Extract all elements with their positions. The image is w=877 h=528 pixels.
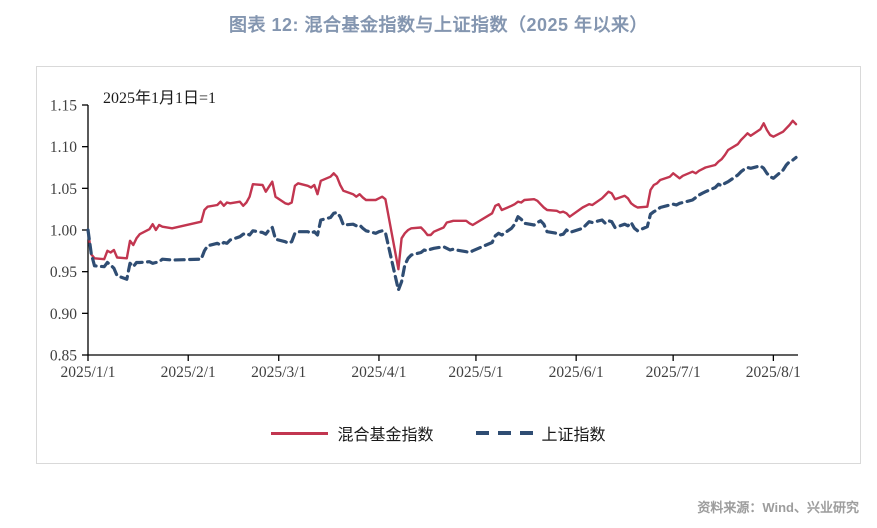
sse-composite-index-line	[86, 155, 798, 292]
y-tick-label: 0.90	[50, 306, 77, 323]
axis-note: 2025年1月1日=1	[103, 90, 217, 107]
x-tick-label: 2025/5/1	[448, 364, 503, 381]
legend: 混合基金指数 上证指数	[0, 421, 877, 445]
x-tick-label: 2025/2/1	[161, 364, 216, 381]
x-tick-label: 2025/1/1	[60, 364, 115, 381]
figure-title: 图表 12: 混合基金指数与上证指数（2025 年以来）	[228, 15, 649, 35]
y-tick-label: 1.00	[50, 223, 77, 240]
x-tick-label: 2025/4/1	[351, 364, 406, 381]
y-tick-label: 1.05	[50, 181, 77, 198]
x-tick-label: 2025/3/1	[251, 364, 306, 381]
chart-frame	[36, 66, 861, 464]
legend-label-mixed-fund: 混合基金指数	[337, 427, 434, 444]
x-tick-label: 2025/7/1	[646, 364, 701, 381]
legend-item-sse: 上证指数	[475, 421, 606, 445]
x-tick-label: 2025/6/1	[549, 364, 604, 381]
dashed-line-sample	[475, 431, 533, 435]
mixed-fund-index-line	[86, 119, 798, 271]
legend-item-mixed-fund: 混合基金指数	[271, 421, 434, 445]
y-tick-label: 1.10	[50, 139, 77, 156]
y-tick-label: 0.85	[50, 348, 77, 365]
source-note: 资料来源：Wind、兴业研究	[697, 500, 859, 515]
legend-label-sse: 上证指数	[541, 427, 606, 444]
solid-line-sample	[271, 431, 329, 435]
y-tick-label: 0.95	[50, 264, 77, 281]
x-tick-label: 2025/8/1	[746, 364, 801, 381]
y-tick-label: 1.15	[50, 98, 77, 115]
